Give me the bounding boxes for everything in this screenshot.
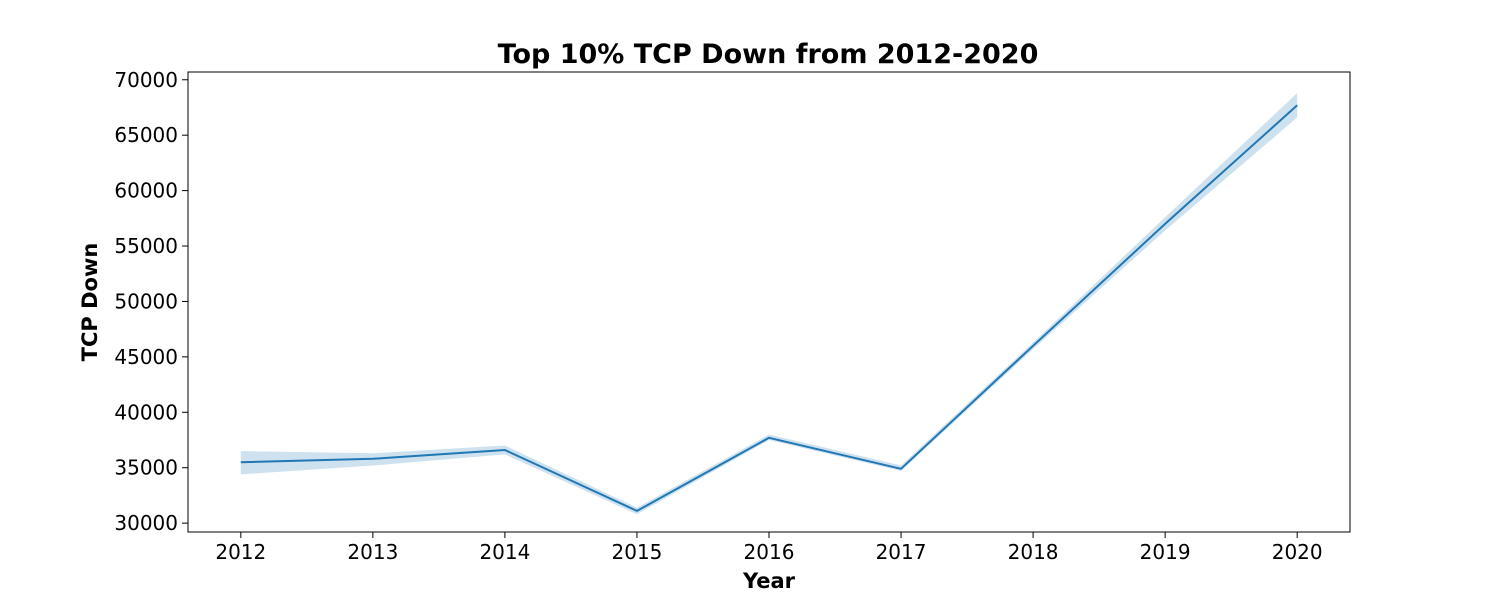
y-tick-label: 35000 — [114, 456, 178, 480]
x-tick-label: 2013 — [347, 540, 398, 564]
x-tick-label: 2017 — [876, 540, 927, 564]
chart-title: Top 10% TCP Down from 2012-2020 — [498, 39, 1039, 70]
y-tick-label: 50000 — [114, 289, 178, 313]
x-tick-label: 2019 — [1140, 540, 1191, 564]
plot-area — [187, 71, 1351, 533]
x-tick-label: 2014 — [479, 540, 530, 564]
y-tick-label: 70000 — [114, 68, 178, 92]
y-tick-label: 30000 — [114, 511, 178, 535]
x-tick-label: 2020 — [1272, 540, 1323, 564]
y-axis: 30000 35000 40000 45000 50000 55000 60000 65000… — [114, 68, 188, 535]
y-tick-label: 55000 — [114, 234, 178, 258]
y-tick-label: 65000 — [114, 123, 178, 147]
y-axis-label: TCP Down — [78, 243, 102, 362]
x-axis: 2012 2013 2014 2015 2016 2017 2018 2019 2020 — [215, 532, 1323, 564]
x-tick-label: 2012 — [215, 540, 266, 564]
y-tick-label: 45000 — [114, 345, 178, 369]
x-tick-label: 2018 — [1008, 540, 1059, 564]
confidence-band — [240, 93, 1298, 515]
x-axis-label: Year — [742, 569, 796, 593]
series-line — [240, 104, 1298, 512]
x-tick-label: 2015 — [612, 540, 663, 564]
x-tick-label: 2016 — [744, 540, 795, 564]
y-tick-label: 40000 — [114, 400, 178, 424]
y-tick-label: 60000 — [114, 179, 178, 203]
